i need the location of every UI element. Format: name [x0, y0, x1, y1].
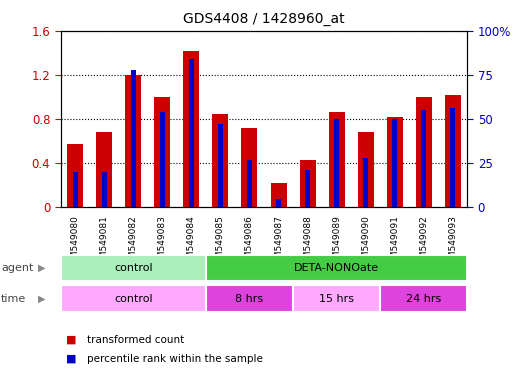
Bar: [212, 114, 229, 207]
Bar: [160, 112, 165, 207]
Text: ▶: ▶: [38, 293, 45, 304]
Bar: [189, 59, 194, 207]
Bar: [96, 132, 112, 207]
Text: ■: ■: [66, 335, 77, 345]
Bar: [270, 183, 287, 207]
Bar: [154, 97, 171, 207]
Bar: [328, 113, 345, 207]
Bar: [241, 128, 258, 207]
Bar: [67, 144, 83, 207]
Text: 8 hrs: 8 hrs: [235, 293, 263, 304]
Bar: [125, 75, 142, 207]
Text: control: control: [114, 293, 153, 304]
Bar: [61, 285, 206, 312]
Bar: [247, 160, 252, 207]
Bar: [299, 160, 316, 207]
Text: control: control: [114, 263, 153, 273]
Text: GDS4408 / 1428960_at: GDS4408 / 1428960_at: [183, 12, 345, 25]
Text: 24 hrs: 24 hrs: [406, 293, 441, 304]
Bar: [183, 51, 200, 207]
Text: 15 hrs: 15 hrs: [319, 293, 354, 304]
Bar: [386, 117, 403, 207]
Bar: [206, 255, 467, 281]
Text: DETA-NONOate: DETA-NONOate: [294, 263, 379, 273]
Text: ▶: ▶: [38, 263, 45, 273]
Bar: [334, 119, 339, 207]
Bar: [102, 172, 107, 207]
Bar: [421, 110, 426, 207]
Bar: [392, 119, 397, 207]
Text: percentile rank within the sample: percentile rank within the sample: [87, 354, 263, 364]
Bar: [293, 285, 380, 312]
Text: transformed count: transformed count: [87, 335, 184, 345]
Bar: [61, 255, 206, 281]
Text: ■: ■: [66, 354, 77, 364]
Text: agent: agent: [1, 263, 33, 273]
Bar: [276, 199, 281, 207]
Text: time: time: [1, 293, 26, 304]
Bar: [73, 172, 78, 207]
Bar: [305, 170, 310, 207]
Bar: [206, 285, 293, 312]
Bar: [416, 97, 432, 207]
Bar: [363, 158, 368, 207]
Bar: [131, 70, 136, 207]
Bar: [445, 95, 461, 207]
Bar: [380, 285, 467, 312]
Bar: [218, 124, 223, 207]
Bar: [357, 132, 374, 207]
Bar: [450, 108, 455, 207]
